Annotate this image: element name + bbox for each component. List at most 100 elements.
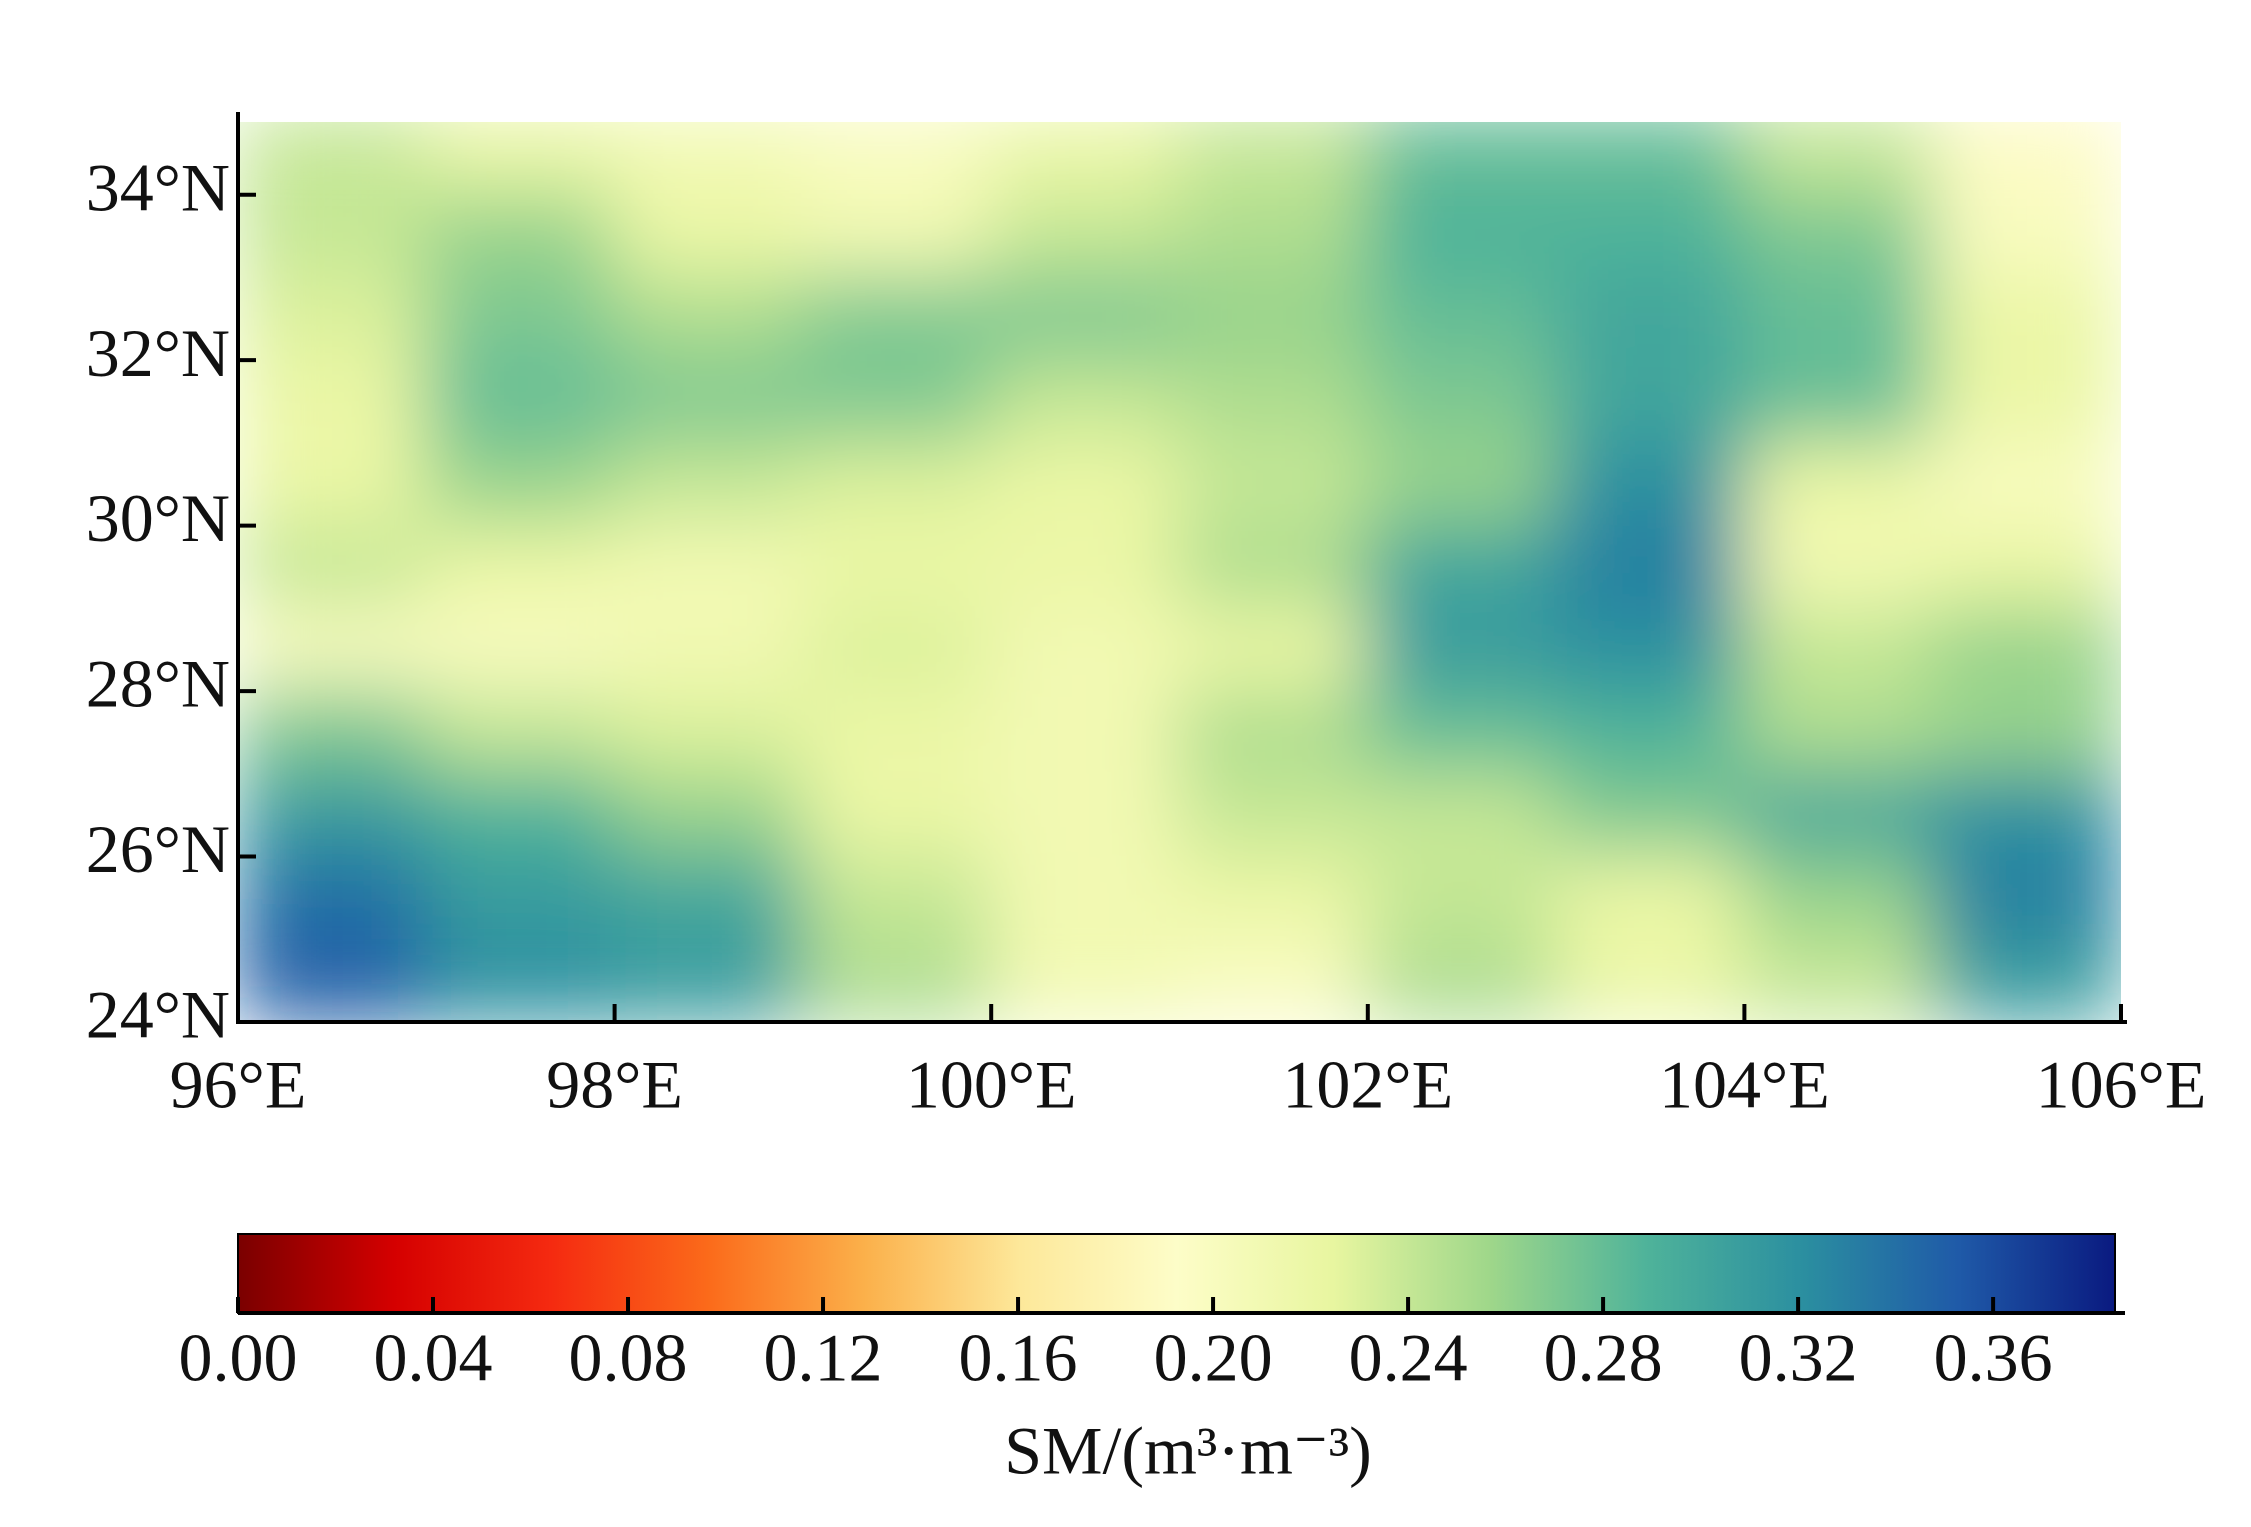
cell — [1930, 854, 2121, 942]
cell — [1177, 606, 1370, 694]
cell — [612, 606, 805, 694]
x-tick-label: 102°E — [1282, 1047, 1453, 1123]
cell — [238, 122, 429, 197]
cell — [800, 606, 994, 694]
cell — [238, 689, 429, 776]
cell — [1177, 771, 1370, 859]
cell — [989, 275, 1182, 363]
cell — [1930, 275, 2121, 363]
cell — [1930, 358, 2121, 445]
cell — [989, 689, 1182, 776]
cell — [1930, 937, 2121, 1022]
colorbar-tick-label: 0.16 — [959, 1320, 1078, 1396]
cell — [989, 122, 1182, 197]
cell — [989, 523, 1182, 611]
cell — [612, 771, 805, 859]
x-tick-label: 98°E — [546, 1047, 683, 1123]
colorbar — [237, 1233, 2116, 1314]
cell — [1742, 440, 1935, 528]
cell — [1365, 275, 1559, 363]
cell — [238, 192, 429, 280]
cell — [1554, 606, 1747, 694]
cell — [1177, 937, 1370, 1022]
colorbar-tick-label: 0.08 — [569, 1320, 688, 1396]
cell — [1930, 122, 2121, 197]
cell — [1365, 937, 1559, 1022]
colorbar-tick-label: 0.12 — [764, 1320, 883, 1396]
cell — [800, 275, 994, 363]
cell — [1365, 440, 1559, 528]
cell — [1742, 523, 1935, 611]
colorbar-tick-label: 0.20 — [1154, 1320, 1273, 1396]
cell — [612, 689, 805, 776]
cell — [800, 523, 994, 611]
cell — [1742, 122, 1935, 197]
cell — [989, 606, 1182, 694]
y-tick-label: 30°N — [86, 480, 230, 556]
cell — [1177, 358, 1370, 445]
cell — [238, 937, 429, 1022]
cell — [1554, 689, 1747, 776]
cell — [1930, 606, 2121, 694]
colorbar-tick-label: 0.28 — [1544, 1320, 1663, 1396]
colorbar-label: SM/(m³·m⁻³) — [1004, 1413, 1372, 1489]
cell — [1554, 523, 1747, 611]
cell — [1930, 689, 2121, 776]
cell — [800, 122, 994, 197]
cell — [1742, 854, 1935, 942]
cell — [800, 192, 994, 280]
cell — [238, 523, 429, 611]
cell — [1177, 854, 1370, 942]
y-tick-label: 26°N — [86, 811, 230, 887]
cell — [238, 771, 429, 859]
cell — [1930, 523, 2121, 611]
cell — [800, 440, 994, 528]
x-tick-label: 96°E — [170, 1047, 307, 1123]
cell — [424, 854, 617, 942]
cell — [238, 854, 429, 942]
cell — [989, 358, 1182, 445]
cell — [424, 440, 617, 528]
cell — [1365, 358, 1559, 445]
cell — [424, 689, 617, 776]
cell — [800, 358, 994, 445]
cell — [989, 854, 1182, 942]
colorbar-tick-label: 0.04 — [374, 1320, 493, 1396]
cell — [612, 192, 805, 280]
y-tick-label: 32°N — [86, 315, 230, 391]
axes: 96°E 98°E 100°E 102°E 104°E 106°E 24°N 26°N 28°N… — [86, 112, 2207, 1396]
cell — [238, 440, 429, 528]
cell — [1554, 358, 1747, 445]
x-tick-label: 100°E — [906, 1047, 1077, 1123]
cell — [424, 771, 617, 859]
cell — [1554, 192, 1747, 280]
y-tick-label: 28°N — [86, 646, 230, 722]
cell — [989, 192, 1182, 280]
cell — [612, 523, 805, 611]
cell — [238, 358, 429, 445]
cell — [1365, 606, 1559, 694]
cell — [424, 275, 617, 363]
colorbar-tick-label: 0.24 — [1349, 1320, 1468, 1396]
y-tick-label: 24°N — [86, 977, 230, 1053]
cell — [1554, 122, 1747, 197]
field — [238, 122, 2121, 1022]
cell — [800, 854, 994, 942]
cell — [1177, 275, 1370, 363]
cell — [1554, 937, 1747, 1022]
colorbar-tick-label: 0.32 — [1739, 1320, 1858, 1396]
cell — [1742, 689, 1935, 776]
x-tick-label: 106°E — [2036, 1047, 2207, 1123]
cell — [238, 606, 429, 694]
cell — [1554, 440, 1747, 528]
cell — [424, 192, 617, 280]
cell — [800, 689, 994, 776]
cell — [1177, 440, 1370, 528]
cell — [1930, 440, 2121, 528]
cell — [800, 937, 994, 1022]
y-tick-label: 34°N — [86, 149, 230, 225]
colorbar-tick-label: 0.36 — [1934, 1320, 2053, 1396]
cell — [1365, 122, 1559, 197]
cell — [612, 358, 805, 445]
